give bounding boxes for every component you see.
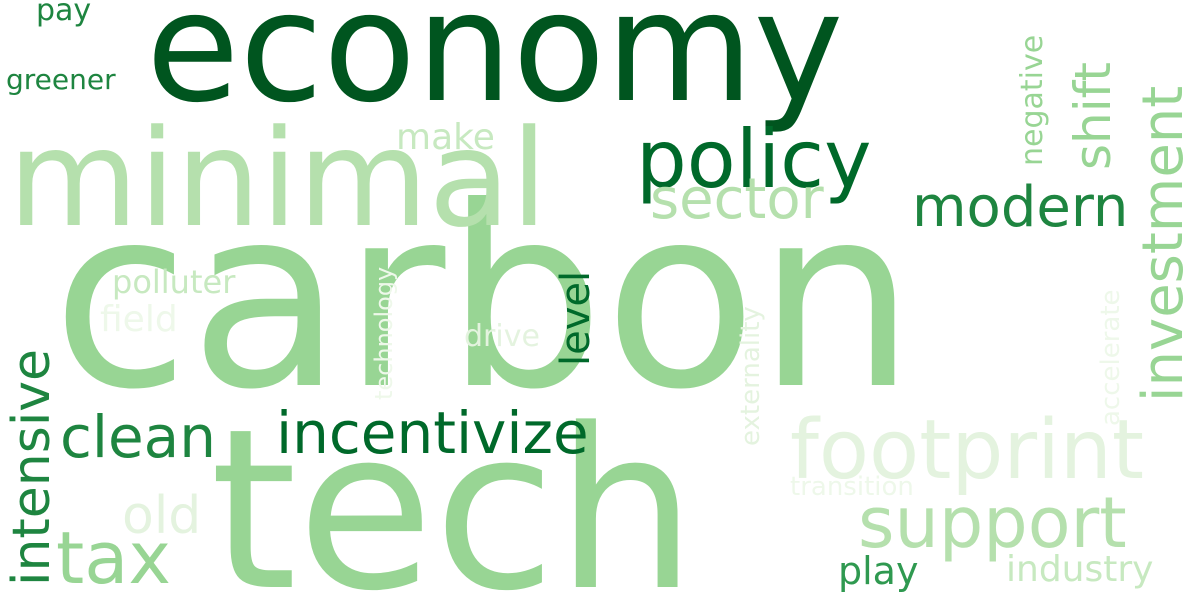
- word-make: make: [396, 117, 495, 158]
- word-level: level: [553, 270, 599, 366]
- word-intensive: intensive: [2, 348, 62, 586]
- word-minimal: minimal: [8, 101, 548, 257]
- word-accelerate: accelerate: [1096, 289, 1126, 426]
- word-sector: sector: [650, 167, 824, 232]
- word-field: field: [100, 299, 178, 340]
- word-externality: externality: [736, 306, 766, 446]
- word-greener: greener: [6, 63, 116, 96]
- word-clean: clean: [60, 403, 216, 471]
- word-tax: tax: [56, 516, 171, 600]
- word-negative: negative: [1015, 34, 1050, 166]
- word-investment: investment: [1131, 85, 1196, 402]
- word-technology: technology: [370, 266, 398, 400]
- word-footprint: footprint: [790, 403, 1145, 498]
- word-transition: transition: [790, 472, 914, 502]
- word-incentivize: incentivize: [276, 399, 589, 467]
- word-economy: economy: [146, 0, 844, 136]
- word-polluter: polluter: [112, 263, 236, 301]
- word-old: old: [122, 486, 202, 546]
- word-pay: pay: [36, 0, 92, 28]
- word-drive: drive: [464, 319, 540, 354]
- word-shift: shift: [1064, 62, 1122, 170]
- word-tech: tech: [210, 382, 697, 600]
- word-industry: industry: [1006, 549, 1154, 590]
- word-support: support: [858, 482, 1127, 564]
- word-policy: policy: [636, 113, 872, 206]
- word-modern: modern: [912, 175, 1129, 240]
- word-carbon: carbon: [52, 153, 916, 444]
- word-play: play: [838, 549, 919, 593]
